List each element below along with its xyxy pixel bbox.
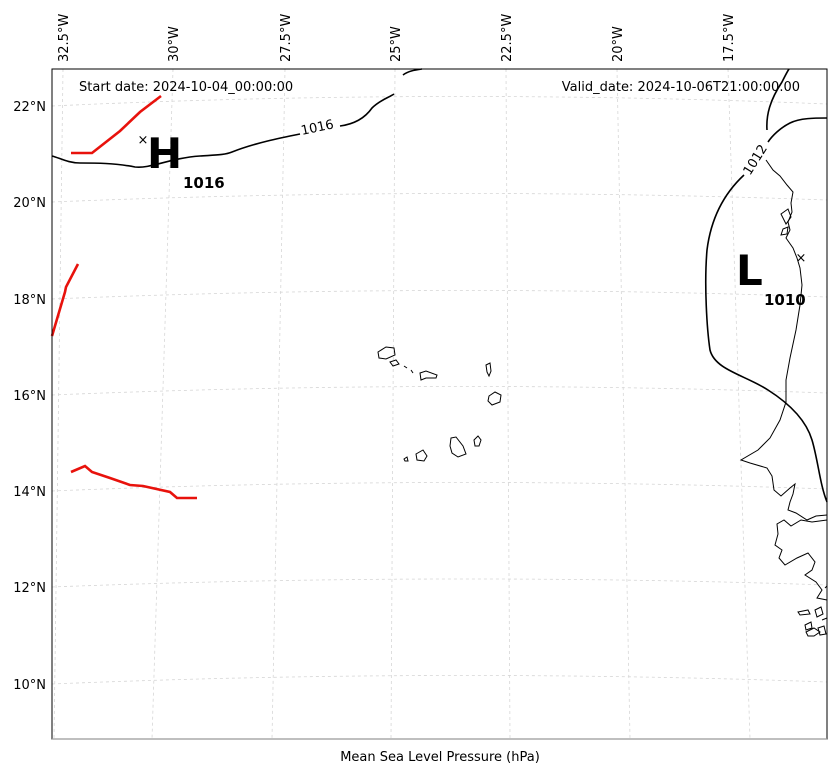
start-date: Start date: 2024-10-04_00:00:00 [79,80,293,95]
coastline [780,208,792,225]
longitude-labels: 32.5°W 30°W 27.5°W 25°W 22.5°W 20°W 17.5… [57,14,737,62]
island-outline [410,369,414,374]
meridian-line [390,68,396,740]
center-marker-icon: × [138,133,149,148]
meridian-line [151,68,174,740]
parallel-line [51,96,828,107]
meridian-line [505,68,511,740]
isobar-1012 [704,174,828,503]
center-marker-icon: × [796,251,807,266]
front-line [70,464,197,500]
isobar-1016 [402,68,423,76]
island-outline [403,365,408,369]
coastline [739,159,828,521]
meridian-line [727,68,751,740]
map-caption: Mean Sea Level Pressure (hPa) [340,750,540,765]
lon-label: 27.5°W [279,14,294,62]
island-outline [377,346,396,360]
low-value: 1010 [764,291,806,309]
coastline [804,621,813,631]
low-pressure-center: × L 1010 [736,246,806,309]
africa-coastline [739,159,828,637]
isobar-1012 [767,117,828,143]
isobar-label: 1016 [300,117,335,139]
parallel-line [51,675,828,685]
front-line [50,263,80,337]
valid-date: Valid_date: 2024-10-06T21:00:00.00 [562,80,800,95]
coastline [817,625,827,636]
low-letter: L [736,246,763,295]
latitude-labels: 22°N 20°N 18°N 16°N 14°N 12°N 10°N [13,100,46,693]
island-outline [389,359,400,367]
lon-label: 20°W [611,26,626,62]
coastline [805,627,821,637]
high-value: 1016 [183,174,225,192]
lon-label: 22.5°W [500,14,515,62]
meridian-line [271,68,286,740]
isobars [51,68,828,503]
lat-label: 16°N [13,389,46,404]
island-outline [419,370,438,381]
coastline [797,609,811,616]
parallel-line [51,290,828,300]
meridian-line [616,68,631,740]
cape-verde-islands [377,346,502,462]
lat-label: 18°N [13,293,46,308]
coastline [780,226,789,236]
island-outline [403,456,409,462]
island-outline [487,391,502,406]
island-outline [415,449,428,462]
graticule [51,68,828,740]
lon-label: 32.5°W [57,14,72,62]
island-outline [449,436,467,458]
island-outline [485,362,492,378]
island-outline [473,435,482,447]
isobar-1012 [766,68,790,131]
coastline [821,617,828,621]
parallel-line [51,578,828,588]
fronts [50,94,197,500]
lon-label: 30°W [167,26,182,62]
parallel-line [51,193,828,203]
lon-label: 25°W [389,26,404,62]
lat-label: 20°N [13,196,46,211]
meridian-line [53,68,64,740]
lat-label: 22°N [13,100,46,115]
high-pressure-center: × H 1016 [138,129,225,192]
parallel-line [51,482,828,492]
lat-label: 12°N [13,581,46,596]
coastline [814,606,824,618]
lon-label: 17.5°W [722,14,737,62]
isobar-1016 [51,133,301,169]
lat-label: 14°N [13,485,46,500]
high-letter: H [147,129,182,178]
parallel-line [51,386,828,396]
lat-label: 10°N [13,678,46,693]
isobar-1016 [339,93,395,127]
front-line [71,94,162,155]
coastline [774,519,828,601]
